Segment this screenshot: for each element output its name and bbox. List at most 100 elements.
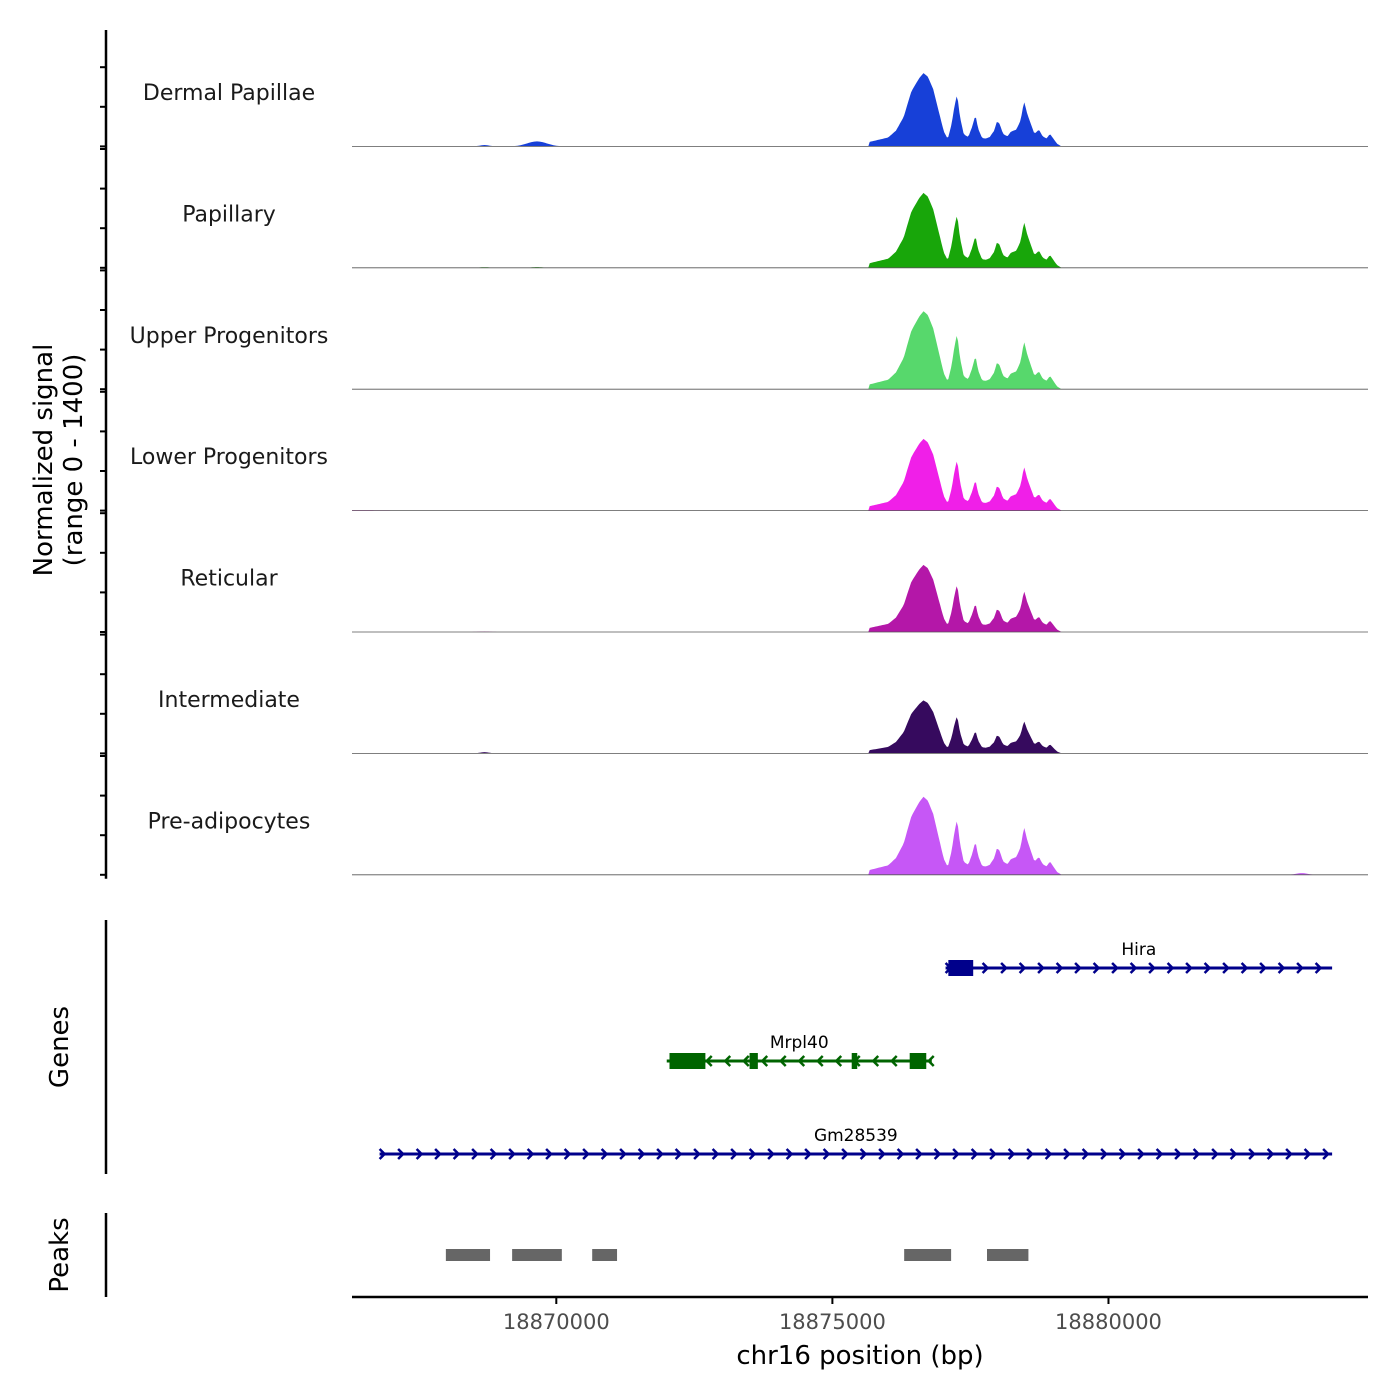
strand-chevron — [970, 1148, 979, 1160]
strand-chevron — [563, 1148, 572, 1160]
signal-tracks: Dermal Papillae Papillary Upper Progenitor… — [130, 73, 1368, 876]
strand-chevron — [1303, 1148, 1312, 1160]
strand-chevron — [767, 1148, 775, 1160]
track-label-reticular: Reticular — [180, 567, 278, 592]
strand-chevron — [760, 1055, 769, 1067]
strand-chevron — [915, 1148, 923, 1160]
strand-chevron — [1148, 962, 1156, 974]
strand-chevron — [1129, 962, 1138, 974]
signal-y-label-line1: Normalized signal — [29, 344, 59, 577]
strand-chevron — [926, 1055, 935, 1067]
strand-chevron — [778, 1055, 787, 1067]
strand-chevron — [741, 1055, 750, 1067]
track-upper-progenitors: Upper Progenitors — [130, 311, 1368, 390]
strand-chevron — [1111, 962, 1119, 974]
strand-chevron — [1266, 1148, 1275, 1160]
signal-area-intermediate — [352, 700, 1368, 754]
strand-chevron — [797, 1055, 806, 1067]
peak-region — [445, 1249, 491, 1261]
x-axis: 18870000 18875000 18880000 — [352, 1295, 1368, 1334]
strand-chevron — [1285, 1148, 1293, 1160]
strand-chevron — [841, 1148, 849, 1160]
track-intermediate: Intermediate — [158, 688, 1368, 754]
strand-chevron — [508, 1148, 516, 1160]
strand-chevron — [1044, 1148, 1053, 1160]
track-pre-adipocytes: Pre-adipocytes — [148, 796, 1368, 876]
gene-label-hira: Hira — [1121, 940, 1156, 960]
track-label-lower-progenitors: Lower Progenitors — [130, 445, 328, 470]
strand-chevron — [1259, 962, 1267, 974]
peak-region — [592, 1249, 618, 1261]
strand-chevron — [1203, 962, 1212, 974]
strand-chevron — [452, 1148, 461, 1160]
strand-chevron — [871, 1055, 880, 1067]
strand-chevron — [582, 1148, 590, 1160]
gene-mrpl40: Mrpl40 — [666, 1033, 935, 1069]
signal-area-reticular — [352, 564, 1368, 632]
strand-chevron — [1092, 962, 1101, 974]
strand-chevron — [1166, 962, 1175, 974]
signal-area-lower-progenitors — [352, 438, 1368, 511]
strand-chevron — [981, 962, 990, 974]
strand-chevron — [415, 1148, 424, 1160]
strand-chevron — [878, 1148, 886, 1160]
x-axis-title: chr16 position (bp) — [736, 1341, 983, 1371]
gene-hira: Hira — [944, 940, 1333, 976]
track-dermal-papillae: Dermal Papillae — [143, 73, 1368, 147]
gene-label-mrpl40: Mrpl40 — [770, 1033, 829, 1053]
strand-chevron — [545, 1148, 553, 1160]
exon-mrpl40 — [669, 1053, 706, 1069]
track-label-dermal-papillae: Dermal Papillae — [143, 81, 315, 106]
track-lower-progenitors: Lower Progenitors — [130, 438, 1368, 512]
strand-chevron — [1018, 962, 1027, 974]
peaks-track — [104, 1213, 1029, 1297]
strand-chevron — [1174, 1148, 1182, 1160]
genes-track: Hira Mrpl40 Gm28539 — [104, 920, 1333, 1174]
strand-chevron — [1314, 962, 1323, 974]
peak-region — [987, 1249, 1029, 1261]
strand-chevron — [656, 1148, 664, 1160]
track-label-papillary: Papillary — [182, 202, 276, 227]
strand-chevron — [748, 1148, 757, 1160]
peak-region — [512, 1249, 562, 1261]
strand-chevron — [822, 1148, 831, 1160]
strand-chevron — [1222, 962, 1230, 974]
exon-hira — [948, 960, 974, 976]
strand-chevron — [489, 1148, 498, 1160]
signal-area-papillary — [352, 192, 1368, 268]
strand-chevron — [1296, 962, 1304, 974]
strand-chevron — [859, 1148, 868, 1160]
strand-chevron — [693, 1148, 701, 1160]
strand-chevron — [933, 1148, 942, 1160]
track-label-upper-progenitors: Upper Progenitors — [130, 324, 329, 349]
strand-chevron — [723, 1055, 732, 1067]
strand-chevron — [600, 1148, 609, 1160]
track-label-pre-adipocytes: Pre-adipocytes — [148, 809, 311, 834]
strand-chevron — [526, 1148, 535, 1160]
x-tick-label: 18880000 — [1055, 1310, 1162, 1334]
strand-chevron — [1137, 1148, 1145, 1160]
strand-chevron — [989, 1148, 997, 1160]
strand-chevron — [889, 1055, 898, 1067]
strand-chevron — [1229, 1148, 1238, 1160]
strand-chevron — [1007, 1148, 1016, 1160]
exon-mrpl40 — [851, 1053, 858, 1069]
strand-chevron — [1063, 1148, 1071, 1160]
strand-chevron — [434, 1148, 442, 1160]
strand-chevron — [804, 1148, 812, 1160]
strand-chevron — [1192, 1148, 1201, 1160]
exon-mrpl40 — [749, 1053, 758, 1069]
strand-chevron — [378, 1148, 387, 1160]
signal-area-dermal-papillae — [352, 73, 1368, 147]
signal-area-pre-adipocytes — [352, 796, 1368, 875]
exon-mrpl40 — [909, 1053, 927, 1069]
track-label-intermediate: Intermediate — [158, 688, 300, 713]
strand-chevron — [952, 1148, 960, 1160]
track-papillary: Papillary — [182, 192, 1368, 269]
strand-chevron — [1118, 1148, 1127, 1160]
strand-chevron — [1155, 1148, 1164, 1160]
strand-chevron — [834, 1055, 843, 1067]
strand-chevron — [815, 1055, 824, 1067]
signal-y-axis — [100, 30, 108, 879]
